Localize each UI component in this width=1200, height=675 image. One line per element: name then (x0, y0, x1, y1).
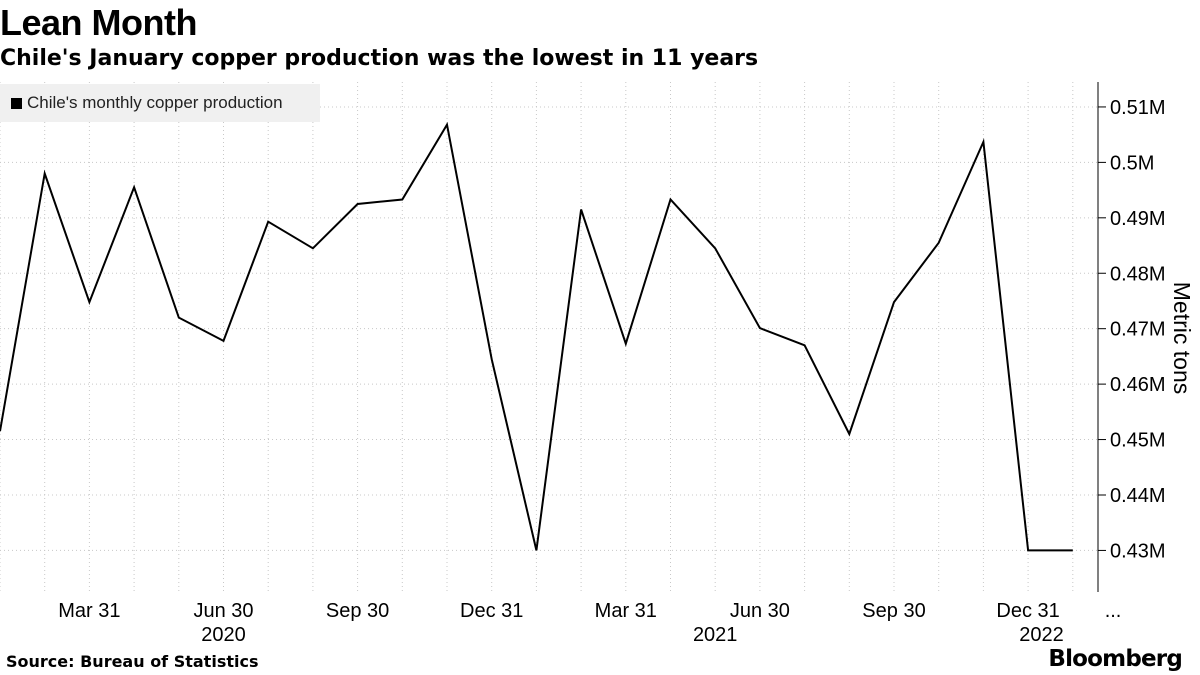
legend-swatch (11, 97, 22, 109)
chart-title: Lean Month (0, 2, 197, 43)
y-tick-label: 0.46M (1110, 374, 1166, 396)
series-layer (0, 121, 1073, 552)
x-tick-label: Jun 30 (193, 600, 253, 622)
x-tick-label: Sep 30 (326, 600, 389, 622)
chart-subtitle: Chile's January copper production was th… (0, 46, 759, 71)
x-year-label: 2022 (1019, 624, 1064, 646)
x-tick-label: Dec 31 (460, 600, 523, 622)
y-axis-title: Metric tons (1169, 282, 1195, 394)
legend-label: Chile's monthly copper production (27, 93, 283, 112)
labels: 0.43M 0.44M 0.45M 0.46M 0.47M 0.48M 0.49M 0.5M 0… (58, 97, 1195, 646)
y-tick-label: 0.44M (1110, 485, 1166, 507)
x-tick-label: Jun 30 (730, 600, 790, 622)
y-tick-label: 0.48M (1110, 263, 1166, 285)
grid (0, 82, 1098, 592)
x-year-label: 2021 (693, 624, 738, 646)
y-tick-label: 0.5M (1110, 152, 1154, 174)
x-tick-label: Mar 31 (595, 600, 657, 622)
x-tick-label: Mar 31 (58, 600, 120, 622)
y-tick-label: 0.47M (1110, 319, 1166, 341)
axes (1097, 82, 1106, 592)
bloomberg-logo: Bloomberg (1048, 646, 1182, 672)
series-line (0, 121, 1073, 552)
source-note: Source: Bureau of Statistics (6, 652, 259, 671)
y-tick-label: 0.51M (1110, 97, 1166, 119)
y-tick-label: 0.45M (1110, 430, 1166, 452)
x-tick-label: Sep 30 (862, 600, 925, 622)
legend: Chile's monthly copper production (0, 84, 320, 122)
y-tick-label: 0.43M (1110, 540, 1166, 562)
x-tick-label: Dec 31 (996, 600, 1059, 622)
x-year-label: 2020 (201, 624, 246, 646)
x-tick-label: ... (1105, 600, 1122, 622)
y-tick-label: 0.49M (1110, 208, 1166, 230)
